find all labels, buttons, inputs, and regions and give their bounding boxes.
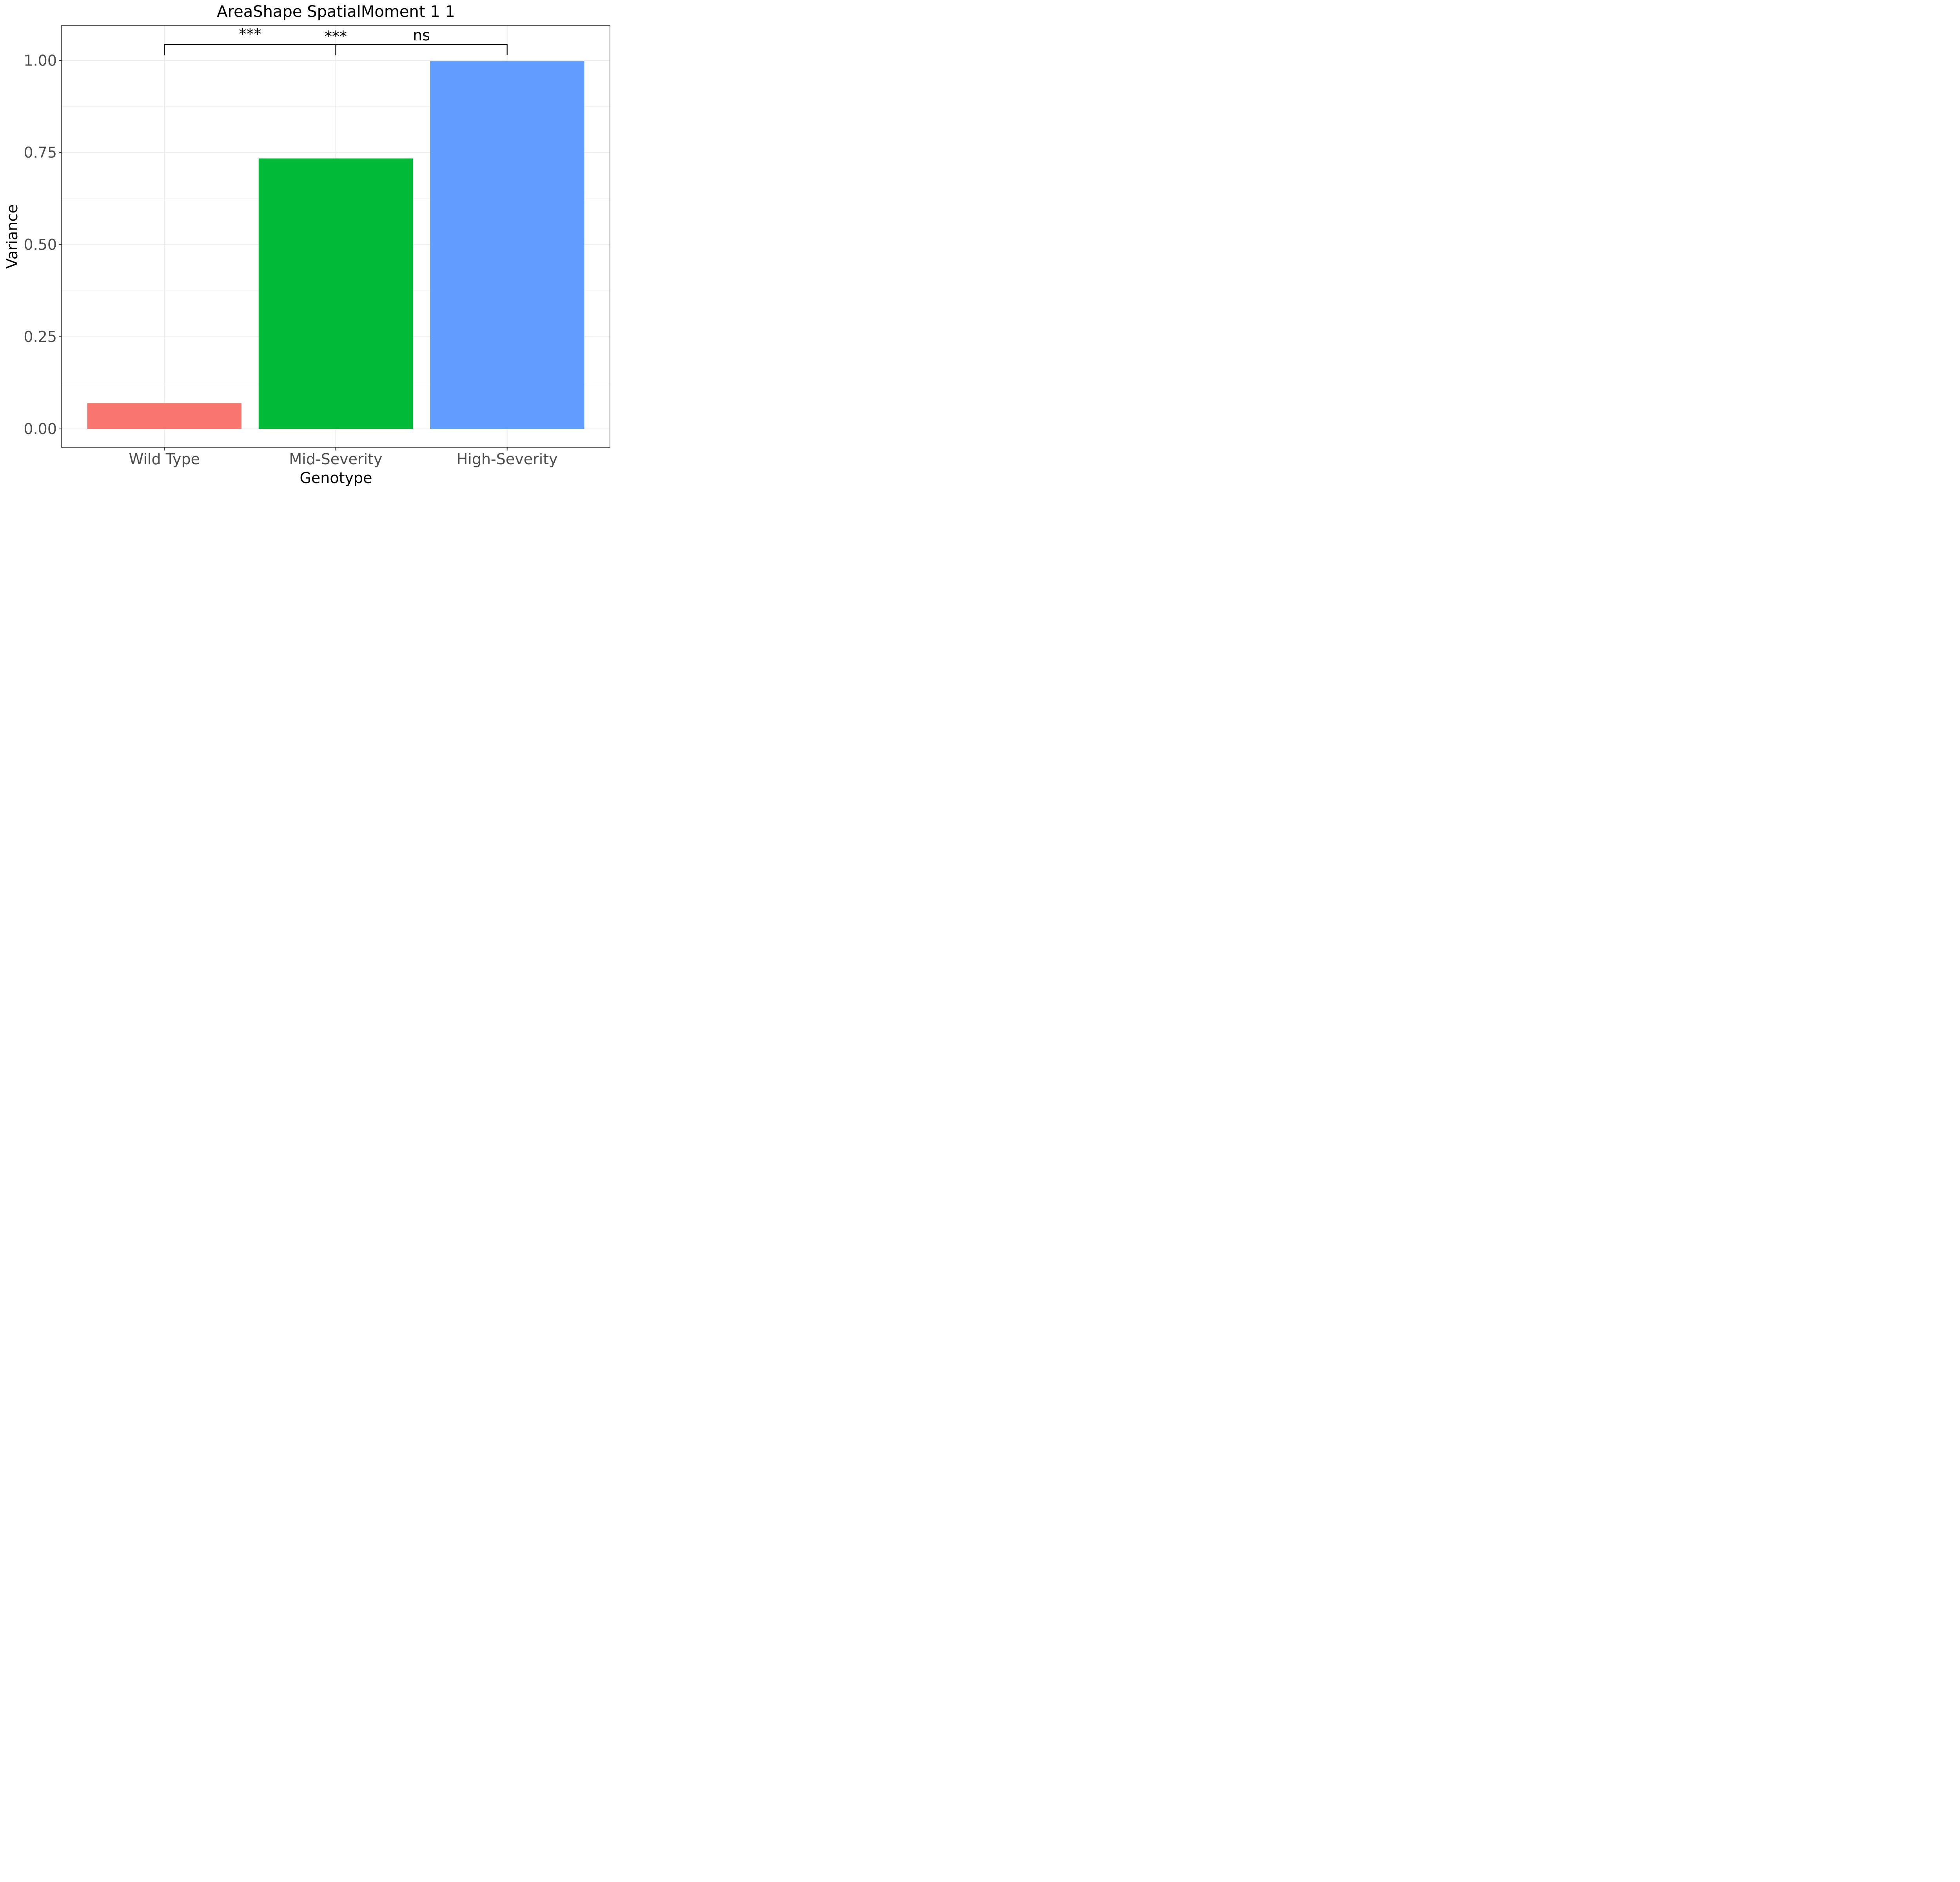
significance-annotations: *** *** ns (164, 25, 508, 55)
bar-chart: AreaShape SpatialMoment 1 1 0.00 0.25 0.50… (4, 3, 610, 487)
significance-label: *** (325, 28, 347, 45)
x-axis-title: Genotype (299, 469, 372, 487)
chart-title: AreaShape SpatialMoment 1 1 (217, 3, 455, 21)
axis-ticks: 0.00 0.25 0.50 0.75 1.00 Wild Type Mid-Severit… (24, 52, 557, 468)
y-axis-title: Variance (4, 204, 21, 269)
bar-high-severity (430, 61, 584, 429)
bar-mid-severity (258, 158, 413, 429)
y-tick-label: 0.50 (24, 236, 57, 253)
bar-wild-type (87, 403, 242, 429)
x-tick-label: High-Severity (457, 451, 558, 468)
x-tick-label: Wild Type (129, 451, 200, 468)
significance-label: ns (413, 27, 430, 44)
y-tick-label: 0.25 (24, 328, 57, 345)
y-tick-label: 0.00 (24, 420, 57, 438)
y-tick-label: 1.00 (24, 52, 57, 69)
x-tick-label: Mid-Severity (289, 451, 382, 468)
significance-label: *** (239, 25, 261, 43)
bars (87, 61, 584, 429)
y-tick-label: 0.75 (24, 144, 57, 161)
